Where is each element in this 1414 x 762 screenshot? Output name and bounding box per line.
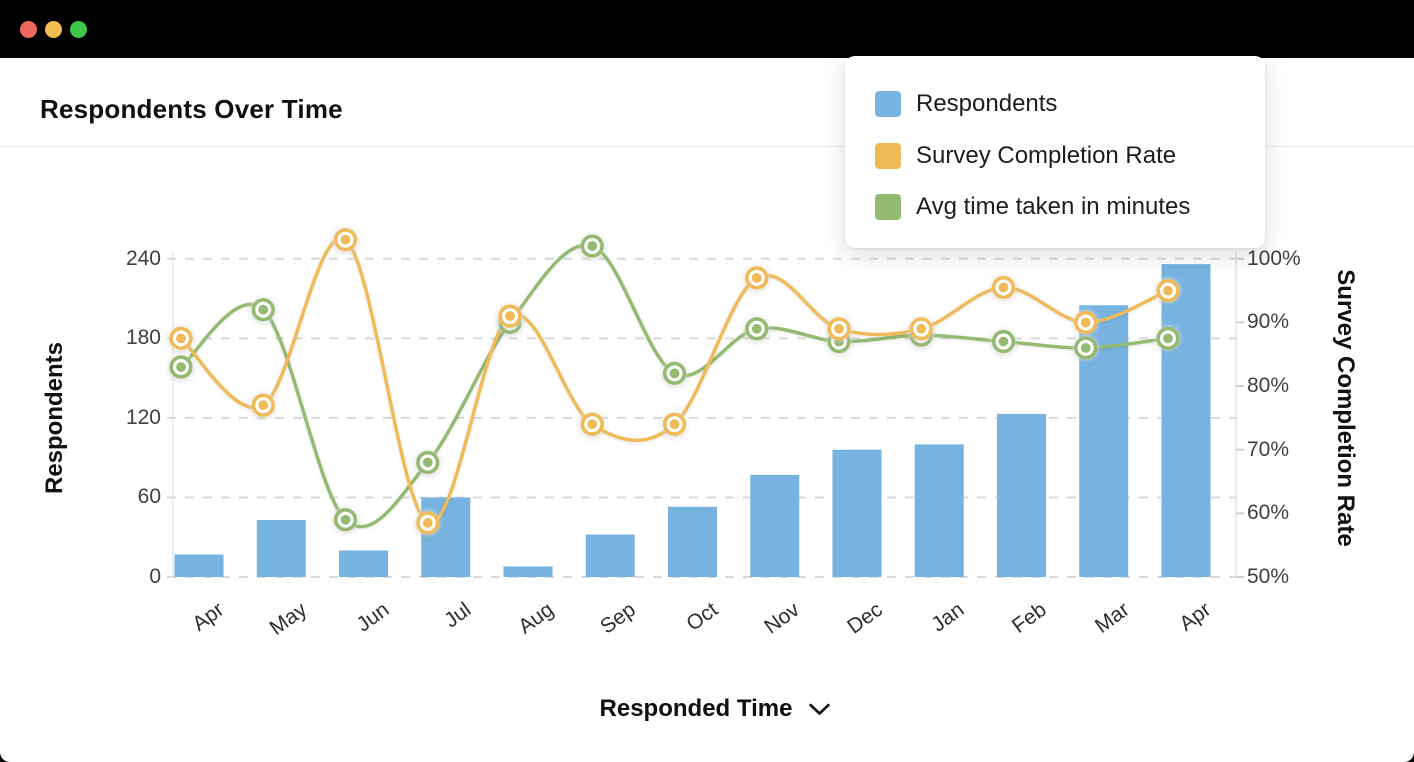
point-survey-apr	[169, 326, 193, 350]
point-survey-nov	[745, 266, 769, 290]
point-survey-jun	[333, 228, 358, 252]
left-axis-title: Respondents	[41, 341, 68, 495]
y-axis-tick-label: 0	[149, 565, 161, 588]
minimize-window-button[interactable]	[45, 21, 62, 38]
close-window-button[interactable]	[20, 21, 37, 38]
legend-item-completion-rate[interactable]: Survey Completion Rate	[875, 142, 1176, 170]
y2-axis-tick-label: 80%	[1247, 374, 1290, 398]
zoom-window-button[interactable]	[70, 21, 87, 38]
bar-oct-6	[668, 506, 717, 577]
y2-axis-tick-label: 90%	[1247, 310, 1290, 334]
y-axis-tick-label: 240	[125, 246, 161, 270]
bar-aug-4	[503, 566, 553, 577]
point-avg-oct	[662, 361, 687, 385]
bar-may-1	[256, 519, 306, 577]
point-survey-apr	[1156, 279, 1180, 303]
y2-axis-tick-label: 50%	[1247, 565, 1290, 588]
point-avg-may	[251, 298, 275, 322]
point-survey-mar	[1074, 310, 1098, 335]
point-avg-mar	[1074, 336, 1098, 360]
point-survey-aug	[498, 304, 522, 328]
point-survey-jan	[909, 317, 933, 341]
point-survey-oct	[662, 412, 687, 436]
point-avg-jul	[416, 450, 440, 475]
bar-jan-9	[914, 444, 964, 577]
page-title: Respondents Over Time	[40, 94, 343, 124]
point-avg-feb	[991, 329, 1016, 354]
legend-swatch-completion-rate	[875, 143, 901, 169]
combo-chart	[167, 228, 1244, 578]
bar-jul-3	[421, 497, 471, 577]
point-avg-apr	[169, 355, 193, 379]
point-avg-jun	[333, 508, 358, 532]
y2-axis-tick-label: 60%	[1247, 501, 1290, 525]
point-avg-nov	[745, 317, 769, 341]
legend-label: Avg time taken in minutes	[916, 193, 1191, 220]
header-divider	[0, 146, 1414, 147]
point-survey-sep	[580, 412, 604, 436]
y-axis-tick-label: 120	[125, 405, 161, 429]
dashboard-content: Respondents Over Time 0 60 120 180 240 50% 60%…	[0, 56, 1414, 762]
y2-axis-tick-label: 100%	[1247, 246, 1301, 270]
point-avg-sep	[580, 234, 604, 258]
bar-dec-8	[832, 449, 882, 577]
bar-jun-2	[339, 550, 388, 577]
legend-swatch-avg-time	[875, 194, 901, 220]
legend-label: Respondents	[916, 90, 1058, 117]
legend-item-avg-time[interactable]: Avg time taken in minutes	[875, 193, 1190, 221]
window-titlebar	[0, 0, 1414, 58]
bar-feb-10	[997, 413, 1046, 577]
point-survey-jul	[416, 511, 440, 535]
y2-axis-tick-label: 70%	[1247, 437, 1290, 461]
bar-sep-5	[585, 534, 635, 577]
chevron-down-icon	[809, 703, 830, 715]
point-survey-feb	[991, 275, 1016, 300]
right-axis-title: Survey Completion Rate	[1332, 269, 1359, 547]
point-survey-may	[251, 393, 275, 417]
x-axis-field-dropdown[interactable]: Responded Time	[600, 695, 831, 723]
point-survey-dec	[827, 317, 851, 341]
legend-item-respondents[interactable]: Respondents	[875, 90, 1057, 118]
legend-swatch-respondents	[875, 91, 901, 117]
point-avg-apr	[1156, 326, 1180, 350]
y-axis-tick-label: 180	[125, 326, 161, 350]
legend-label: Survey Completion Rate	[916, 142, 1177, 169]
line-avg	[179, 243, 1170, 529]
x-axis-field-label: Responded Time	[599, 695, 793, 722]
legend-card: Respondents Survey Completion Rate Avg t…	[845, 56, 1265, 248]
bar-apr-12	[1161, 264, 1211, 577]
y-axis-tick-label: 60	[137, 485, 161, 509]
bar-apr-0	[174, 554, 224, 577]
bar-nov-7	[750, 474, 800, 577]
